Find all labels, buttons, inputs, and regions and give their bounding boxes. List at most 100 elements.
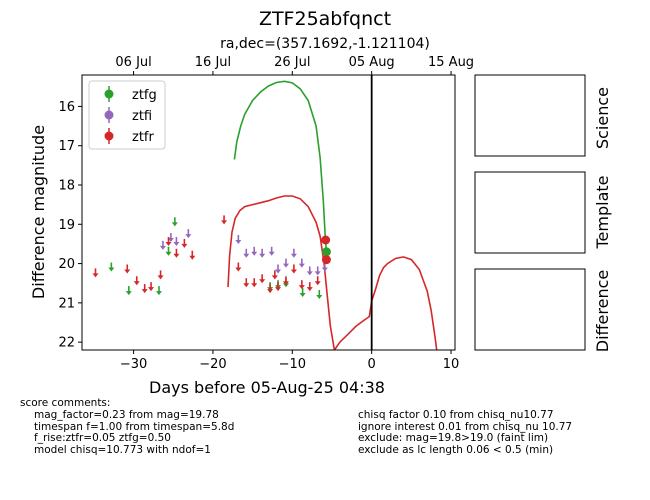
ztfr-upper-limit — [221, 215, 228, 225]
ztfr-detection — [321, 255, 331, 265]
legend-label-ztfi: ztfi — [132, 109, 152, 124]
ztfi-upper-limit — [167, 233, 174, 243]
comment-line: chisq factor 0.10 from chisq_nu10.77 — [358, 409, 554, 421]
x-tick-label: −20 — [199, 357, 226, 372]
score-comments-right: chisq factor 0.10 from chisq_nu10.77 ign… — [358, 409, 573, 456]
science-image-frame — [474, 74, 586, 157]
x-tick-label: −10 — [279, 357, 306, 372]
science-label: Science — [593, 87, 612, 149]
comment-line: ignore interest 0.01 from chisq_nu 10.77 — [358, 420, 573, 433]
ztfi-upper-limit-head — [321, 267, 328, 272]
top-axis-tick-label: 05 Aug — [349, 55, 395, 70]
ztfr-upper-limit-head — [290, 269, 297, 274]
ztfi-upper-limit-head — [251, 251, 258, 256]
ztfg-upper-limit-head — [108, 267, 115, 272]
ztfg-upper-limit — [125, 286, 132, 296]
ztfr-upper-limit-head — [271, 275, 278, 280]
ztfi-upper-limit-head — [243, 253, 250, 258]
ztfr-upper-limit — [298, 280, 305, 290]
ztfr-upper-limit — [267, 284, 274, 294]
ztfr-upper-limit — [148, 282, 155, 292]
ztfr-upper-limit — [165, 236, 172, 246]
ztfg-upper-limit-head — [299, 293, 306, 298]
ztfr-upper-limit — [92, 268, 99, 278]
ztfr-upper-limit-head — [133, 281, 140, 286]
ztfr-upper-limit-head — [251, 283, 258, 288]
legend-marker-ztfg — [104, 89, 114, 99]
ztfi-upper-limit — [185, 229, 192, 239]
ztfr-upper-limit-head — [275, 287, 282, 292]
comment-line: f_rise:ztfr=0.05 ztfg=0.50 — [34, 432, 171, 444]
template-label: Template — [593, 175, 612, 249]
ztfg-upper-limit-head — [125, 291, 132, 296]
ztfi-upper-limit — [306, 266, 313, 276]
ztfg-upper-limit-head — [165, 251, 172, 256]
ztfr-upper-limit — [306, 282, 313, 292]
plot-frame — [81, 74, 456, 351]
ztfr-detection — [321, 235, 331, 245]
ztfr-upper-limit — [173, 248, 180, 258]
ztfi-upper-limit-head — [235, 240, 242, 244]
y-tick-label: 18 — [58, 179, 75, 194]
score-comments-left: mag_factor=0.23 from mag=19.78 timespan … — [34, 409, 235, 456]
difference-label: Difference — [593, 270, 612, 352]
ztfi-upper-limit-head — [185, 234, 192, 239]
ztfr-upper-limit — [124, 264, 131, 274]
ztfi-upper-limit-head — [314, 271, 321, 276]
ztfg-upper-limit — [108, 262, 115, 272]
ztfi-upper-limit — [275, 264, 282, 274]
ztfi-upper-limit — [235, 235, 242, 244]
ztfi-upper-limit-head — [167, 238, 174, 243]
comment-line: timespan f=1.00 from timespan=5.8d — [34, 420, 235, 433]
ztfr-upper-limit-head — [124, 269, 131, 274]
ztfg-upper-limit-head — [316, 295, 323, 299]
ztfr-upper-limit — [271, 270, 278, 280]
ztfr-upper-limit — [133, 276, 140, 286]
ztfg-upper-limit — [299, 288, 306, 298]
x-axis-label: Days before 05-Aug-25 04:38 — [149, 378, 385, 397]
comment-line: mag_factor=0.23 from mag=19.78 — [34, 409, 219, 421]
y-tick-label: 16 — [58, 100, 75, 115]
ztfi-upper-limit — [268, 246, 275, 256]
comment-line: exclude as lc length 0.06 < 0.5 (min) — [358, 443, 554, 456]
top-axis-tick-label: 16 Jul — [195, 55, 231, 70]
x-tick-label: −30 — [120, 357, 147, 372]
ztfr-upper-limit-head — [189, 255, 196, 260]
ztfi-upper-limit-head — [282, 263, 289, 268]
x-tick-label: 0 — [368, 357, 376, 372]
ztfr-upper-limit-head — [314, 281, 321, 286]
ztfg-upper-limit — [165, 246, 172, 256]
comment-line: model chisq=10.773 with ndof=1 — [34, 443, 211, 456]
ztfi-upper-limit — [298, 258, 305, 268]
ztfi-upper-limit-head — [275, 269, 282, 274]
ztfr-upper-limit-head — [165, 241, 172, 246]
axes: −30 −20 −10 0 10 16 17 18 19 20 21 22 06 Jul 16 Jul 26… — [58, 55, 474, 372]
chart-subtitle: ra,dec=(357.1692,-1.121104) — [220, 36, 430, 52]
ztfr-upper-limit-head — [259, 279, 266, 284]
ztfr-upper-limit-head — [157, 275, 164, 280]
ztfg-upper-limit — [316, 290, 323, 299]
ztfi-upper-limit-head — [268, 251, 275, 256]
ztfr-model-right-curve — [333, 256, 438, 350]
legend-label-ztfr: ztfr — [132, 130, 154, 145]
score-comments-header: score comments: — [20, 397, 111, 409]
y-axis-label: Difference magnitude — [29, 125, 48, 299]
ztfg-model-curve — [233, 80, 328, 252]
ztfi-upper-limit — [314, 266, 321, 276]
ztfg-upper-limit — [155, 286, 162, 296]
ztfi-upper-limit — [282, 258, 289, 268]
top-axis-tick-label: 26 Jul — [274, 55, 310, 70]
legend: ztfg ztfi ztfr — [88, 80, 166, 150]
difference-image-frame — [474, 268, 586, 351]
difference-panel: Difference — [474, 268, 612, 352]
ztfr-upper-limit — [141, 284, 148, 294]
ztfr-upper-limit — [275, 282, 282, 292]
ztfi-upper-limit — [259, 248, 266, 258]
ztfr-upper-limit — [259, 274, 266, 284]
ztfr-upper-limit-head — [267, 289, 274, 294]
ztfi-upper-limit-head — [259, 253, 266, 258]
legend-label-ztfg: ztfg — [132, 88, 157, 103]
legend-marker-ztfi — [104, 110, 114, 120]
ztfr-upper-limit — [181, 238, 188, 248]
